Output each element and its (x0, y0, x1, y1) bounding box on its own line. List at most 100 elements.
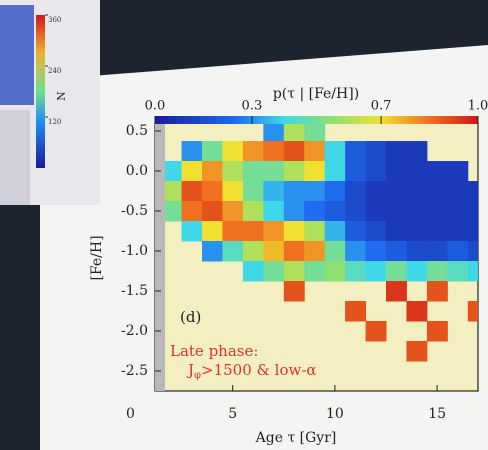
heat-cell (386, 261, 407, 282)
heat-cell (386, 161, 407, 182)
x-axis-label: Age τ [Gyr] (255, 430, 337, 446)
heat-cell (324, 161, 346, 182)
heat-cell (345, 221, 367, 242)
colorbar-tick-label: 0.7 (371, 99, 392, 114)
heat-cell (242, 181, 264, 202)
heat-cell (283, 161, 305, 182)
heat-cell (181, 221, 203, 242)
heat-cell (202, 201, 223, 222)
heat-cell (386, 281, 407, 302)
heat-cell (447, 201, 469, 222)
heat-cell (447, 221, 469, 242)
heat-cell (324, 241, 346, 262)
heat-cell (202, 181, 223, 202)
heat-cell (426, 241, 448, 262)
heat-cell (406, 341, 428, 362)
heat-cell (365, 161, 387, 182)
heat-cell (365, 181, 387, 202)
heat-cell (345, 141, 367, 162)
heat-cell (386, 201, 407, 222)
heat-cell (242, 241, 264, 262)
annotation-part: J (186, 361, 194, 379)
heat-cell (365, 321, 387, 342)
heat-cell (406, 261, 428, 282)
inset-panel (0, 0, 100, 205)
heat-cell (161, 161, 183, 182)
x-tick-label: 5 (228, 406, 237, 422)
heat-cell (467, 301, 478, 322)
heat-cell (161, 201, 183, 222)
heat-cell (263, 241, 285, 262)
heat-cell (345, 161, 367, 182)
heat-cell (426, 181, 448, 202)
heat-cell (242, 261, 264, 282)
heat-cell (181, 161, 203, 182)
heat-cell (263, 221, 285, 242)
heat-cell (365, 201, 387, 222)
heat-cell (263, 261, 285, 282)
heat-cell (283, 261, 305, 282)
heat-cell (365, 221, 387, 242)
heat-cell (365, 261, 387, 282)
x-tick-label: 10 (326, 406, 344, 422)
heat-cell (426, 281, 448, 302)
heat-cell (365, 141, 387, 162)
heat-cell (426, 201, 448, 222)
annotation-part: >1500 & low-α (201, 361, 317, 379)
heat-cell (222, 181, 244, 202)
heat-cell (283, 221, 305, 242)
heat-cell (426, 221, 448, 242)
heat-cell (406, 181, 428, 202)
heat-cell (324, 141, 346, 162)
heat-cell (467, 221, 478, 242)
heat-cell (283, 281, 305, 302)
colorbar (155, 116, 478, 124)
heat-cell (283, 141, 305, 162)
heat-cell (406, 201, 428, 222)
colorbar-tick-label: 0.0 (145, 99, 166, 114)
heat-cell (222, 161, 244, 182)
heat-cell (161, 181, 183, 202)
heat-cell (324, 261, 346, 282)
heat-cell (283, 123, 305, 142)
y-tick-label: -2.5 (121, 363, 148, 379)
heat-cell (263, 201, 285, 222)
y-tick-label: 0.5 (126, 123, 148, 139)
heat-cell (386, 241, 407, 262)
heat-cell (386, 181, 407, 202)
heat-cell (447, 241, 469, 262)
heat-cell (283, 201, 305, 222)
inset-label: N (55, 91, 68, 101)
heat-cell (202, 161, 223, 182)
heat-cell (283, 241, 305, 262)
heat-cell (202, 241, 223, 262)
heat-cell (386, 141, 407, 162)
heat-cell (222, 221, 244, 242)
heat-cell (324, 201, 346, 222)
y-tick-label: 0.0 (126, 163, 148, 179)
heat-cell (304, 181, 326, 202)
heat-cell (222, 201, 244, 222)
inset-tick-label: 360 (48, 16, 61, 24)
heat-cell (386, 221, 407, 242)
heat-cell (304, 241, 326, 262)
inset-tick-label: 120 (48, 118, 61, 126)
y-tick-label: -1.5 (121, 283, 148, 299)
excluded-band (155, 123, 165, 391)
annotation: Late phase: (170, 342, 258, 360)
heat-cell (345, 201, 367, 222)
y-axis-label: [Fe/H] (89, 235, 105, 280)
heat-cell (263, 161, 285, 182)
heat-cell (242, 141, 264, 162)
heat-cell (242, 161, 264, 182)
heat-cell (406, 141, 428, 162)
heat-cell (467, 261, 478, 282)
y-tick-label: -0.5 (121, 203, 148, 219)
heat-cell (406, 241, 428, 262)
heat-cell (324, 221, 346, 242)
heat-cell (242, 201, 264, 222)
heat-cell (304, 161, 326, 182)
heat-cell (263, 141, 285, 162)
heat-cell (181, 181, 203, 202)
